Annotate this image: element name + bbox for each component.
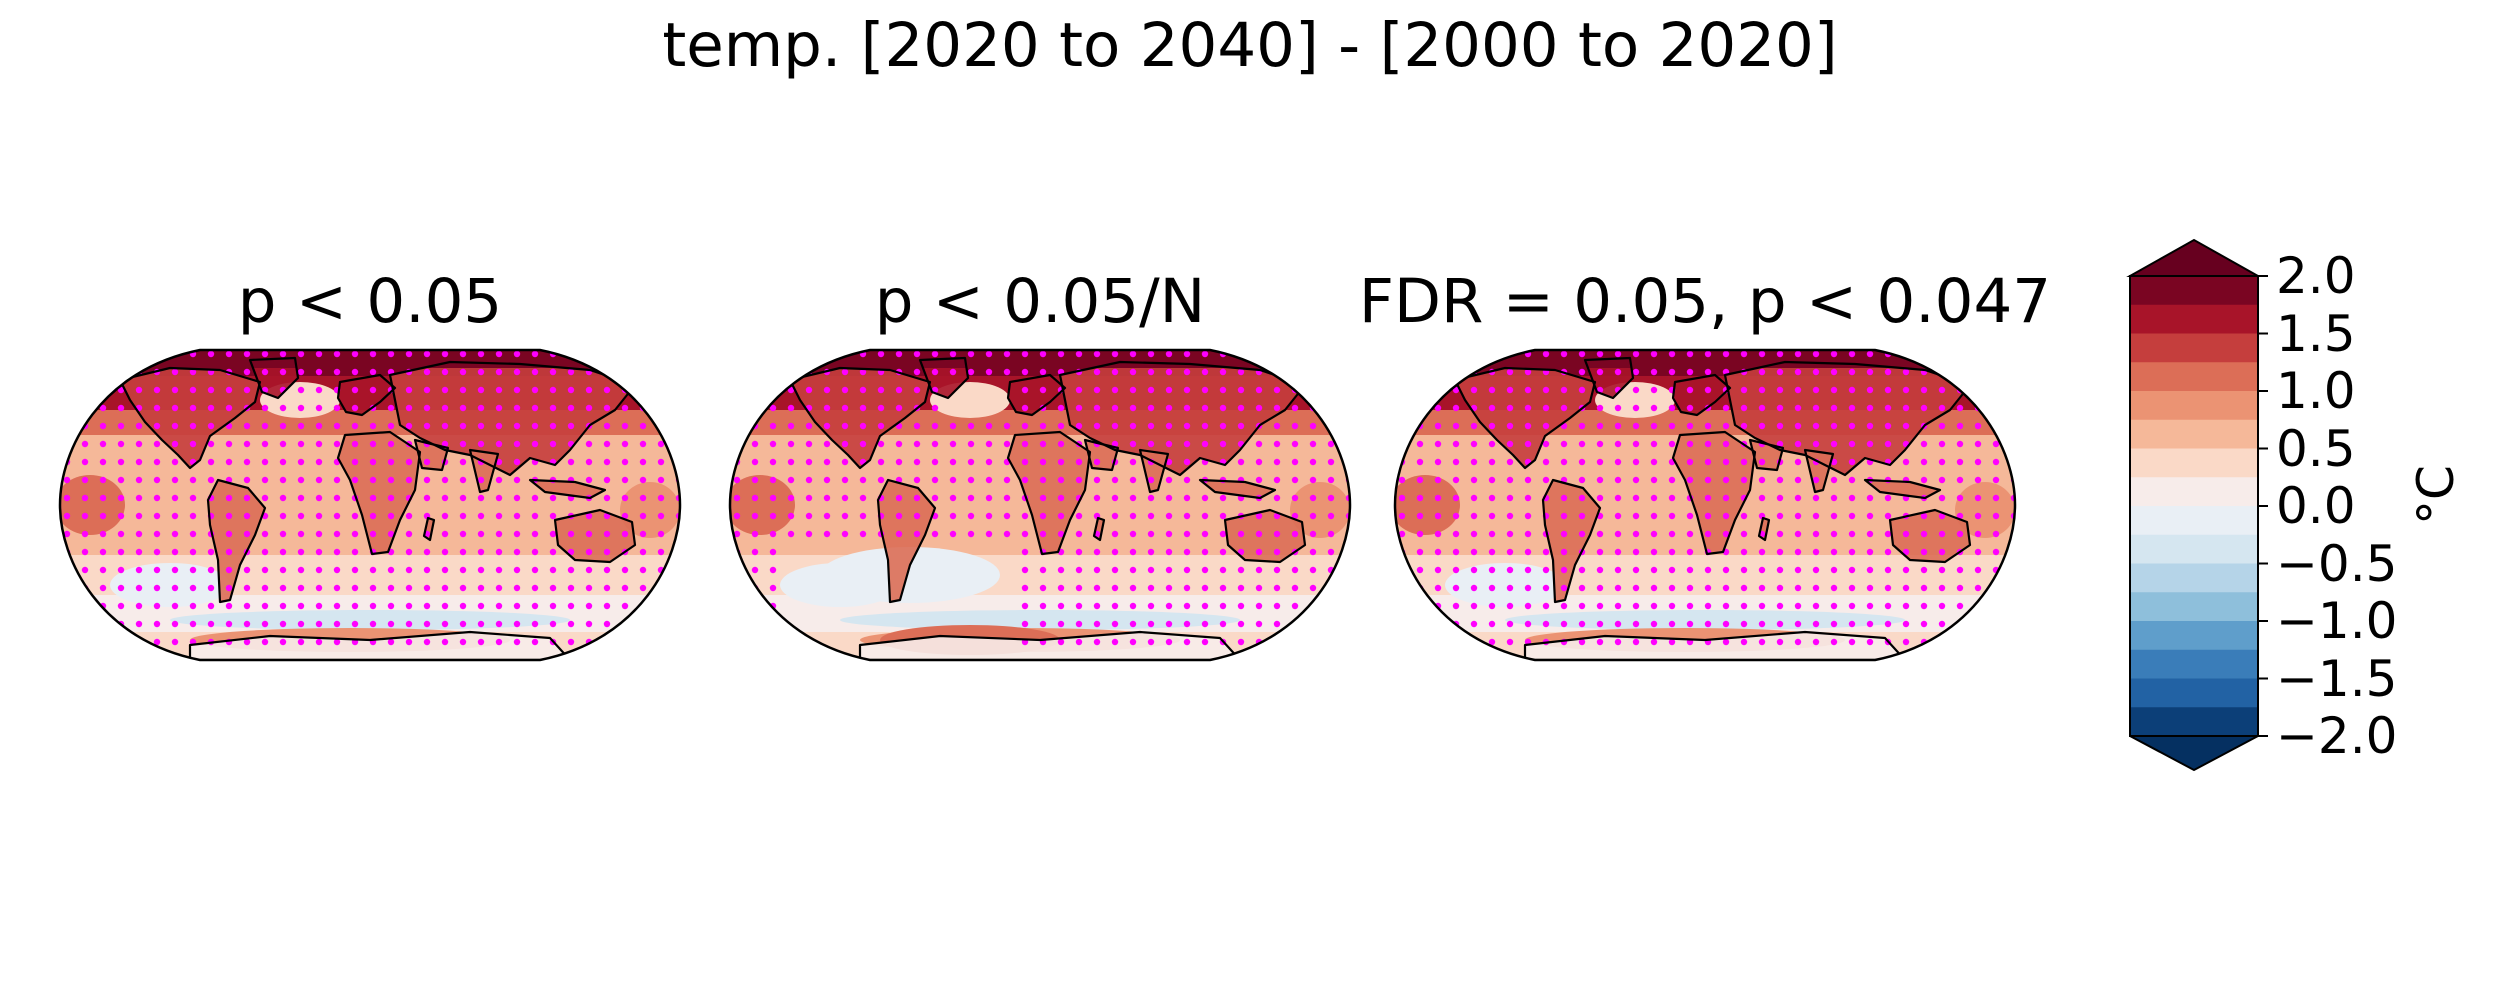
colorbar-segment (2130, 304, 2258, 334)
map-outline-2 (728, 348, 1352, 662)
map-panel-3 (1393, 348, 2017, 662)
map-field-1 (60, 350, 680, 660)
colorbar-tick-label: 2.0 (2276, 247, 2356, 305)
coastlines-1 (118, 356, 637, 660)
colorbar (2126, 238, 2268, 772)
colorbar-segment (2130, 333, 2258, 363)
colorbar-unit-label: °C (2407, 465, 2465, 525)
map-field-3 (1395, 350, 2015, 660)
colorbar-segment (2130, 362, 2258, 392)
colorbar-tick-label: −2.0 (2276, 707, 2398, 765)
colorbar-segment (2130, 391, 2258, 421)
colorbar-tick-label: −0.5 (2276, 534, 2398, 593)
colorbar-tick-labels: 2.0 1.5 1.0 0.5 0.0 −0.5 −1.0 −1.5 −2.0 (2276, 0, 2436, 1000)
panel-title-2: p < 0.05/N (874, 266, 1206, 337)
colorbar-tick-label: −1.5 (2276, 649, 2398, 708)
colorbar-tick-label: 1.5 (2276, 304, 2356, 363)
colorbar-segment (2130, 678, 2258, 708)
colorbar-segment (2130, 419, 2258, 449)
colorbar-extend-bottom (2129, 735, 2259, 772)
colorbar-tick-label: 1.0 (2276, 362, 2356, 420)
colorbar-segment (2130, 534, 2258, 564)
map-outline-3 (1393, 348, 2017, 662)
map-field-2 (730, 350, 1350, 660)
map-outline-1 (58, 348, 682, 662)
colorbar-segment (2130, 563, 2258, 593)
colorbar-segment (2130, 649, 2258, 679)
panel-title-1: p < 0.05 (237, 266, 503, 337)
colorbar-segment (2130, 448, 2258, 478)
colorbar-segment (2130, 592, 2258, 622)
colorbar-segment (2130, 276, 2258, 306)
panel-title-3: FDR = 0.05, p < 0.047 (1358, 266, 2052, 337)
colorbar-segment (2130, 477, 2258, 507)
colorbar-segment (2130, 707, 2258, 737)
colorbar-segment (2130, 621, 2258, 651)
colorbar-tick-label: 0.0 (2276, 477, 2356, 535)
coastlines-3 (1453, 356, 1972, 660)
figure-title: temp. [2020 to 2040] - [2000 to 2020] (662, 10, 1838, 81)
colorbar-tick-label: −1.0 (2276, 592, 2398, 650)
colorbar-tick-label: 0.5 (2276, 419, 2356, 478)
map-panel-1 (58, 348, 682, 662)
coastlines-2 (788, 356, 1307, 660)
colorbar-segment (2130, 506, 2258, 536)
map-panel-2 (728, 348, 1352, 662)
colorbar-extend-top (2126, 238, 2262, 277)
